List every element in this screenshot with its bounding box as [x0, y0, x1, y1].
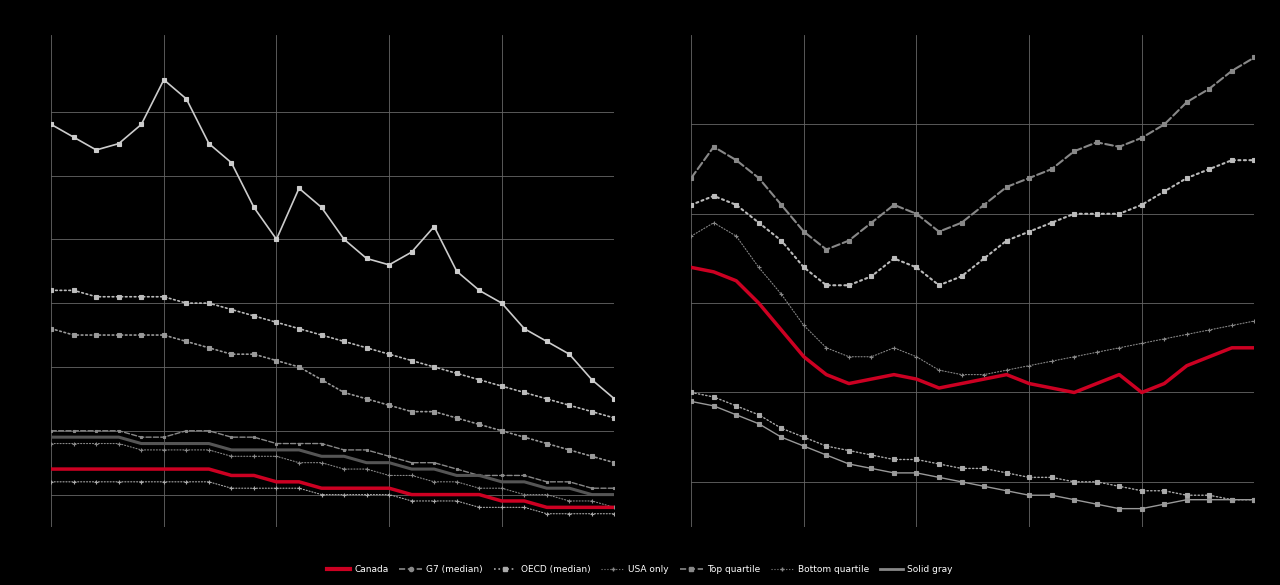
Legend: Canada, G7 (median), OECD (median), USA only, Top quartile, Bottom quartile, Sol: Canada, G7 (median), OECD (median), USA …	[324, 562, 956, 577]
